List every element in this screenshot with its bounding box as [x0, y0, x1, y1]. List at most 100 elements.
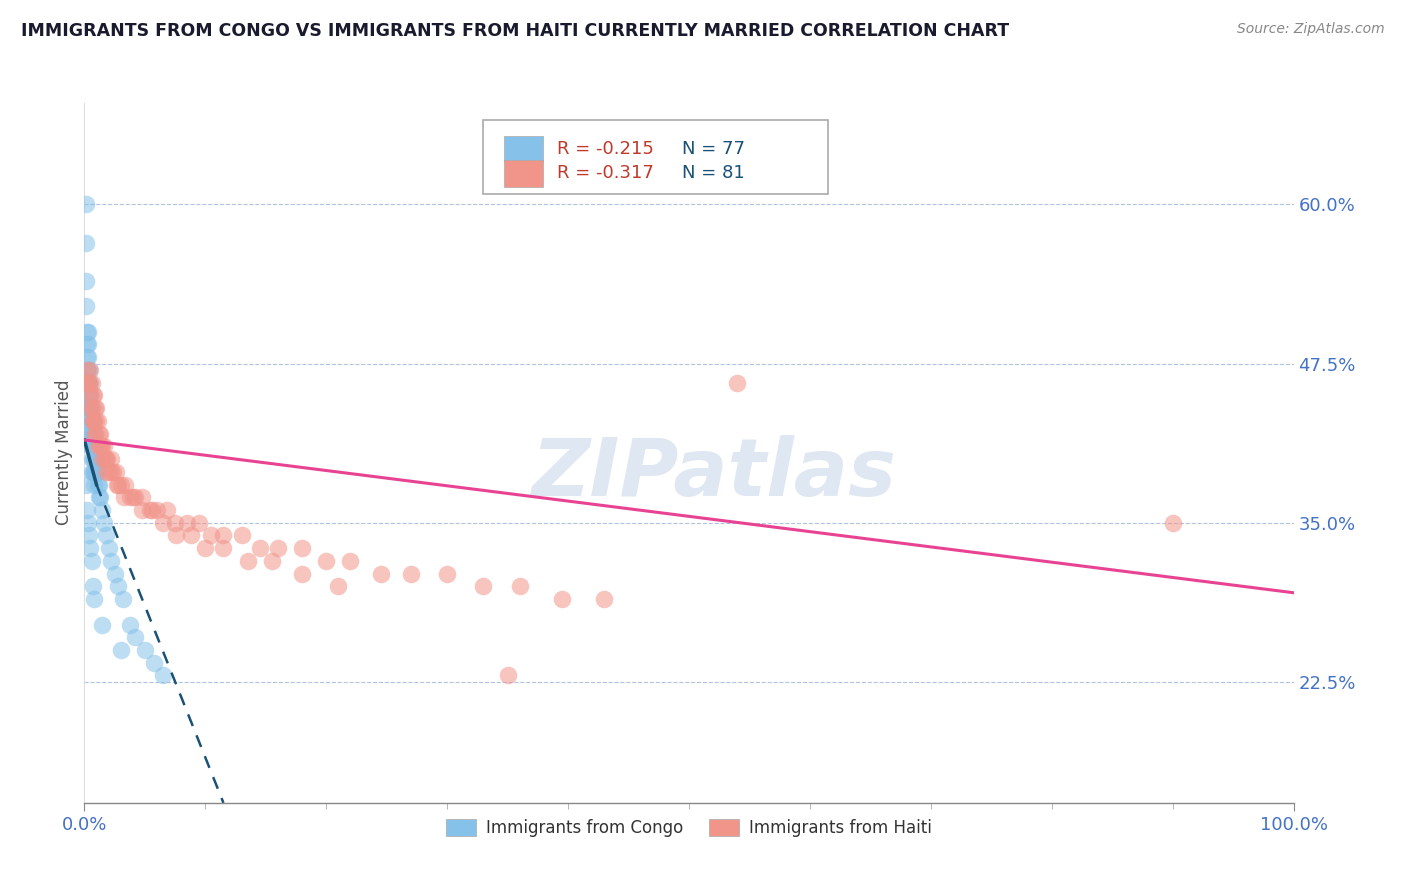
Point	[83, 465, 105, 479]
Point	[79, 401, 101, 416]
Point	[80, 452, 103, 467]
Point	[110, 643, 132, 657]
Point	[76, 363, 98, 377]
Point	[94, 465, 117, 479]
Point	[91, 617, 114, 632]
Text: R = -0.317: R = -0.317	[557, 164, 654, 183]
Point	[93, 516, 115, 530]
Point	[77, 414, 100, 428]
Point	[138, 503, 160, 517]
Point	[103, 465, 125, 479]
Text: N = 77: N = 77	[682, 140, 745, 158]
Point	[77, 337, 100, 351]
Point	[82, 465, 104, 479]
Point	[75, 299, 97, 313]
Point	[100, 465, 122, 479]
Point	[87, 477, 110, 491]
Text: Source: ZipAtlas.com: Source: ZipAtlas.com	[1237, 22, 1385, 37]
Point	[100, 452, 122, 467]
Point	[84, 452, 107, 467]
Point	[94, 452, 117, 467]
Point	[84, 401, 107, 416]
Point	[97, 541, 120, 556]
Point	[399, 566, 422, 581]
Text: ZIPatlas: ZIPatlas	[530, 434, 896, 513]
Point	[551, 592, 574, 607]
Point	[83, 452, 105, 467]
Point	[93, 439, 115, 453]
Point	[89, 490, 111, 504]
Point	[86, 477, 108, 491]
Point	[86, 452, 108, 467]
Point	[84, 426, 107, 441]
Point	[77, 401, 100, 416]
Point	[82, 414, 104, 428]
Point	[82, 452, 104, 467]
Point	[328, 579, 350, 593]
Point	[87, 426, 110, 441]
Point	[315, 554, 337, 568]
Point	[80, 465, 103, 479]
Point	[76, 503, 98, 517]
Point	[131, 490, 153, 504]
Point	[79, 388, 101, 402]
FancyBboxPatch shape	[503, 136, 543, 162]
Point	[77, 325, 100, 339]
Point	[84, 465, 107, 479]
Point	[509, 579, 531, 593]
Point	[593, 592, 616, 607]
Point	[86, 465, 108, 479]
Point	[107, 579, 129, 593]
Point	[82, 579, 104, 593]
Point	[141, 503, 163, 517]
Point	[97, 465, 120, 479]
Point	[87, 490, 110, 504]
Point	[77, 376, 100, 390]
Point	[94, 452, 117, 467]
Point	[339, 554, 361, 568]
Point	[75, 235, 97, 250]
Point	[80, 376, 103, 390]
Point	[75, 274, 97, 288]
Point	[91, 439, 114, 453]
Point	[91, 503, 114, 517]
Point	[77, 388, 100, 402]
Point	[84, 426, 107, 441]
Point	[155, 503, 177, 517]
Point	[77, 376, 100, 390]
Y-axis label: Currently Married: Currently Married	[55, 380, 73, 525]
Point	[84, 439, 107, 453]
Point	[120, 490, 142, 504]
Point	[194, 541, 217, 556]
Point	[267, 541, 290, 556]
Point	[79, 363, 101, 377]
Point	[86, 414, 108, 428]
Point	[82, 414, 104, 428]
Point	[79, 439, 101, 453]
Point	[80, 426, 103, 441]
Point	[76, 337, 98, 351]
Point	[83, 477, 105, 491]
Point	[291, 566, 314, 581]
Point	[77, 388, 100, 402]
Point	[212, 528, 235, 542]
Point	[80, 401, 103, 416]
Point	[80, 401, 103, 416]
Point	[472, 579, 495, 593]
Point	[152, 668, 174, 682]
Point	[79, 541, 101, 556]
Point	[79, 414, 101, 428]
Point	[77, 363, 100, 377]
Text: IMMIGRANTS FROM CONGO VS IMMIGRANTS FROM HAITI CURRENTLY MARRIED CORRELATION CHA: IMMIGRANTS FROM CONGO VS IMMIGRANTS FROM…	[21, 22, 1010, 40]
Point	[89, 439, 111, 453]
Point	[200, 528, 222, 542]
Point	[134, 643, 156, 657]
Point	[83, 592, 105, 607]
Point	[436, 566, 458, 581]
Point	[86, 439, 108, 453]
Point	[75, 477, 97, 491]
Point	[176, 516, 198, 530]
Point	[77, 376, 100, 390]
Point	[260, 554, 283, 568]
Point	[131, 503, 153, 517]
